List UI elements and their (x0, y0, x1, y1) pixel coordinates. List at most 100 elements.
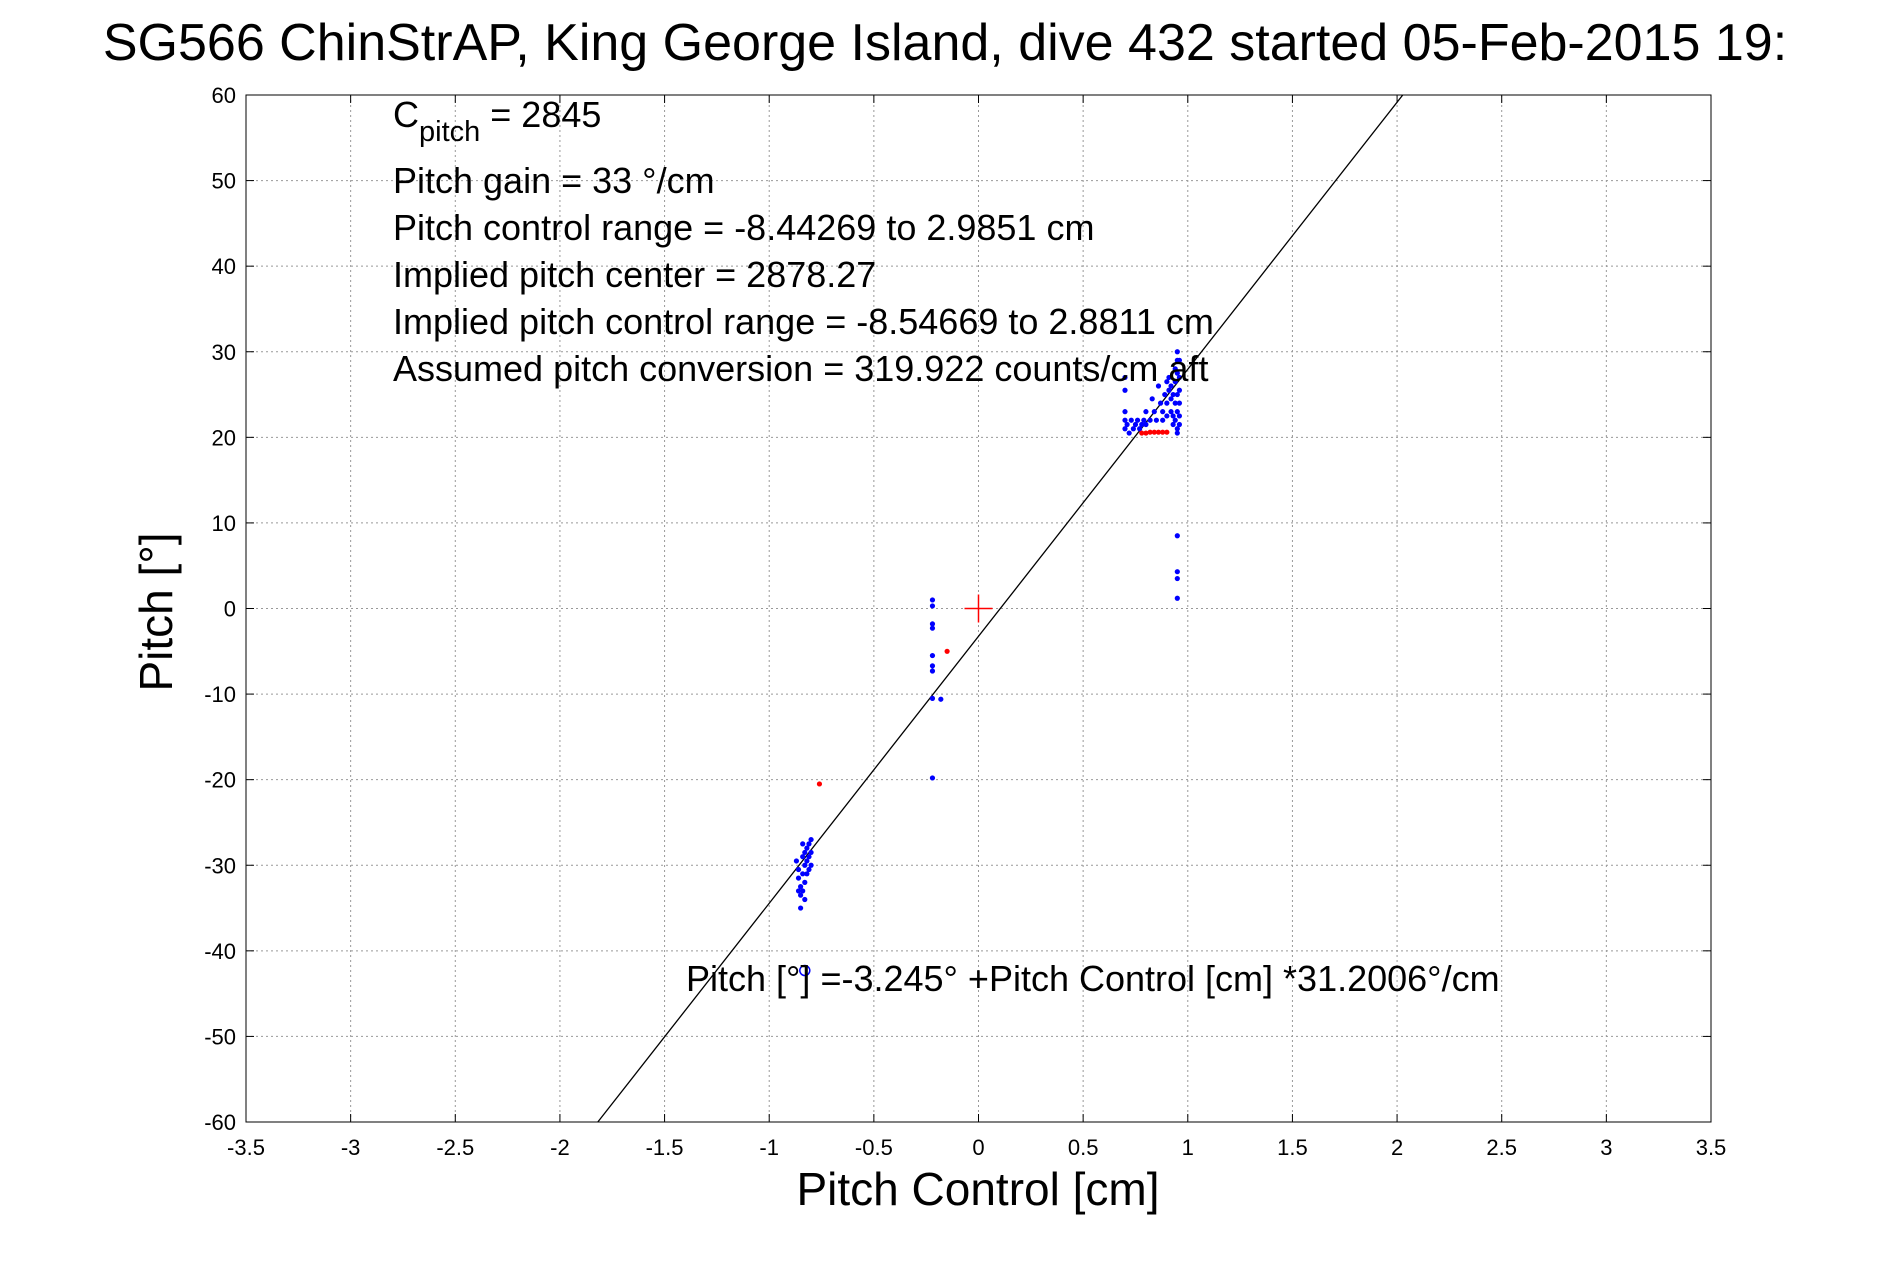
fit-line (597, 94, 1404, 1123)
data-point (804, 845, 810, 851)
data-point (929, 663, 936, 669)
data-point (1170, 413, 1176, 419)
center-cross-marker (964, 594, 993, 623)
data-point (1164, 429, 1170, 435)
data-point (1149, 396, 1155, 402)
data-point (929, 775, 936, 781)
data-point (1147, 429, 1153, 435)
x-tick-label: 1 (1182, 1135, 1194, 1160)
data-point (1176, 357, 1183, 363)
data-point (1122, 417, 1128, 423)
data-point (800, 841, 806, 847)
data-point (795, 888, 802, 894)
y-tick-label: 20 (212, 425, 236, 450)
x-tick-label: -1.5 (646, 1135, 684, 1160)
data-point (944, 648, 950, 654)
data-point (1174, 370, 1180, 376)
y-tick-label: -30 (204, 853, 236, 878)
data-point (800, 888, 806, 894)
data-point (1172, 366, 1178, 372)
data-point (1130, 426, 1136, 432)
x-tick-label: 3 (1600, 1135, 1612, 1160)
data-point (795, 866, 802, 873)
x-axis-ticks: -3.5 -3 -2.5 -2 -1.5 -1 -0.5 0 0.5 1 1.5 2 2.5 3 3.5 (227, 95, 1726, 1160)
open-circle-marker (799, 964, 811, 977)
data-point (929, 668, 936, 674)
data-point (798, 905, 804, 911)
data-point (1172, 400, 1178, 406)
data-point (806, 854, 812, 860)
data-point (929, 652, 936, 659)
annotation-pitch-control-range: Pitch control range = -8.44269 to 2.9851… (393, 207, 1094, 248)
data-point (1174, 575, 1180, 582)
data-point (1122, 426, 1128, 432)
data-point (1174, 569, 1180, 575)
data-point (808, 836, 814, 843)
y-tick-label: -20 (204, 768, 236, 793)
data-point (806, 866, 812, 873)
x-tick-label: 1.5 (1277, 1135, 1308, 1160)
data-point (816, 781, 823, 787)
data-point (1174, 430, 1180, 436)
data-point (795, 875, 802, 881)
grid (246, 95, 1711, 1122)
data-point (1160, 417, 1166, 423)
data-point (1172, 417, 1178, 423)
data-point (802, 896, 808, 903)
data-point (929, 625, 936, 631)
data-point (1134, 417, 1141, 423)
x-axis-label: Pitch Control [cm] (797, 1163, 1160, 1215)
data-point (808, 849, 814, 856)
y-axis-label: Pitch [°] (130, 532, 182, 691)
c-pitch-value: = 2845 (480, 94, 601, 135)
data-point (1126, 430, 1132, 436)
data-point (1143, 421, 1149, 428)
data-point (1174, 595, 1180, 601)
data-point (1174, 391, 1180, 398)
annotation-implied-pitch-center: Implied pitch center = 2878.27 (393, 254, 876, 295)
data-point (802, 879, 808, 885)
data-point (1124, 421, 1130, 428)
y-tick-label: 50 (212, 169, 236, 194)
data-point (1153, 417, 1159, 423)
data-point (1137, 426, 1143, 432)
y-tick-label: 10 (212, 511, 236, 536)
data-point (1132, 421, 1139, 428)
data-point (1143, 430, 1149, 436)
data-point (1160, 429, 1166, 435)
data-point (1122, 409, 1128, 415)
y-tick-label: 60 (212, 83, 236, 108)
x-tick-label: 0.5 (1068, 1135, 1099, 1160)
data-point (1128, 417, 1134, 423)
c-pitch-main: C (393, 94, 419, 135)
data-point (1176, 374, 1183, 381)
data-point (1168, 396, 1174, 402)
x-tick-label: -2.5 (436, 1135, 474, 1160)
annotation-assumed-pitch-conversion: Assumed pitch conversion = 319.922 count… (393, 348, 1208, 389)
x-tick-label: 2.5 (1486, 1135, 1517, 1160)
x-tick-label: 0 (972, 1135, 984, 1160)
chart-title: SG566 ChinStrAP, King George Island, div… (103, 14, 1787, 72)
data-point (1151, 409, 1157, 415)
data-point (1155, 383, 1162, 389)
y-tick-label: -10 (204, 682, 236, 707)
data-point (798, 892, 804, 898)
data-point (1168, 383, 1174, 389)
data-point (1147, 417, 1153, 423)
data-point (1176, 387, 1183, 393)
data-point (804, 858, 810, 864)
x-tick-label: -3.5 (227, 1135, 265, 1160)
data-point (1176, 421, 1183, 428)
data-point (1160, 409, 1166, 415)
y-axis-ticks: 60 50 40 30 20 10 0 -10 -20 -30 -40 -50 -60 (204, 83, 1711, 1135)
data-point (1170, 391, 1176, 398)
data-point (1122, 374, 1128, 381)
data-point (1166, 374, 1172, 381)
data-point (1174, 349, 1180, 355)
x-tick-label: -3 (341, 1135, 361, 1160)
data-point (1164, 379, 1170, 385)
data-point (1139, 421, 1145, 428)
data-point (806, 841, 812, 847)
data-point (1172, 379, 1178, 385)
